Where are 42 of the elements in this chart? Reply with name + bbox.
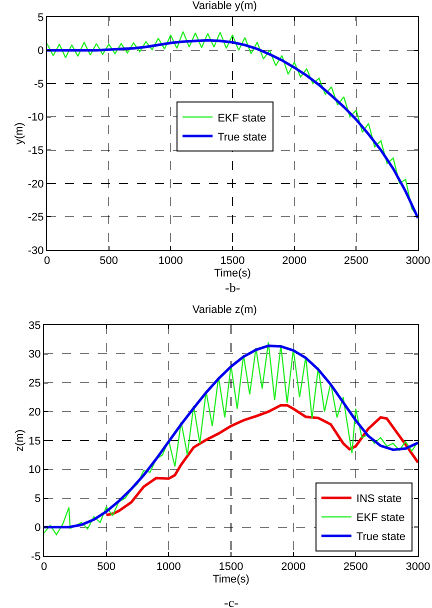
legend-label: EKF state: [356, 512, 405, 524]
x-tick-label: 2500: [344, 255, 368, 268]
x-tick-label: 2500: [343, 561, 368, 574]
x-tick-label: 3000: [406, 255, 430, 268]
x-tick-label: 2000: [281, 561, 306, 574]
x-tick-label: 1000: [158, 255, 183, 268]
x-axis-title: Time(s): [214, 267, 251, 280]
chart-title: Variable y(m): [192, 0, 257, 12]
y-tick-label: -5: [31, 550, 41, 563]
chart-title: Variable z(m): [192, 304, 257, 316]
y-tick-label: -5: [34, 78, 44, 90]
legend-label: EKF state: [218, 112, 266, 124]
x-tick-label: 3000: [406, 561, 430, 574]
legend-label: True state: [356, 531, 406, 544]
x-tick-label: 1500: [218, 561, 244, 574]
legend-label: True state: [218, 131, 267, 144]
y-tick-label: 20: [28, 406, 41, 418]
y-tick-label: -25: [28, 212, 44, 224]
y-tick-label: 5: [38, 12, 44, 24]
text: -b-: [225, 280, 240, 295]
y-tick-label: 15: [28, 435, 41, 448]
y-tick-label: -15: [28, 144, 44, 157]
x-tick-label: 500: [100, 255, 118, 268]
text: -c-: [224, 595, 238, 608]
x-tick-label: 1500: [220, 255, 245, 268]
y-tick-label: 35: [28, 320, 41, 332]
x-axis-title: Time(s): [212, 573, 250, 586]
y-tick-label: 0: [38, 45, 44, 58]
y-tick-label: -20: [28, 178, 44, 190]
y-tick-label: 10: [28, 464, 41, 476]
x-tick-label: 2000: [282, 255, 307, 268]
y-tick-label: -30: [28, 244, 44, 257]
y-axis-title: y(m): [14, 122, 26, 144]
x-tick-label: 500: [97, 561, 116, 574]
y-tick-label: 30: [28, 348, 41, 361]
legend-label: INS state: [356, 493, 402, 506]
y-tick-label: -10: [28, 112, 44, 124]
y-axis-title: z(m): [14, 430, 26, 452]
y-tick-label: 25: [28, 378, 41, 390]
x-tick-label: 1000: [156, 561, 181, 574]
y-tick-label: 5: [34, 493, 41, 506]
y-tick-label: 0: [34, 522, 41, 534]
